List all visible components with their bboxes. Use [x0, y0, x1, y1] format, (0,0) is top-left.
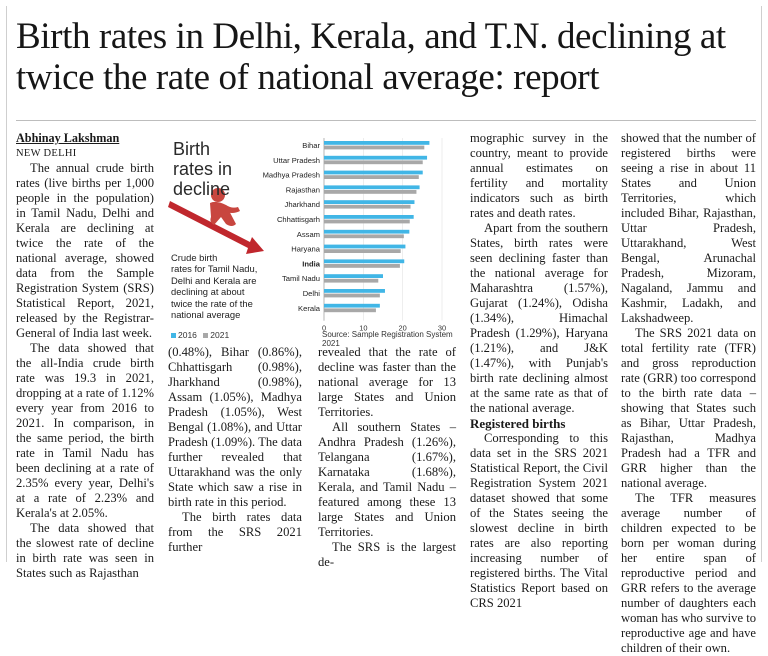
article-column-3: revealed that the rate of decline was fa… — [318, 345, 456, 570]
legend-swatch-2021 — [203, 333, 209, 339]
graphic-description: Crude birth rates for Tamil Nadu, Delhi … — [171, 252, 258, 321]
paragraph: All southern States – Andhra Pradesh (1.… — [318, 420, 456, 539]
byline: Abhinay Lakshman — [16, 131, 120, 145]
bar-2021-bihar — [324, 145, 425, 150]
chart-source: Source: Sample Registration System 2021 — [322, 330, 453, 348]
headline-divider — [16, 120, 756, 121]
category-label-india: India — [302, 259, 320, 268]
bar-2021-madhya-pradesh — [324, 175, 419, 179]
bar-2016-madhya-pradesh — [324, 170, 423, 175]
bar-2021-tamil-nadu — [324, 278, 379, 283]
decline-arrow-icon — [168, 201, 264, 254]
bar-2021-india — [324, 264, 400, 268]
category-label-bihar: Bihar — [302, 141, 320, 150]
paragraph: The data showed that the slowest rate of… — [16, 521, 154, 580]
paragraph: (0.48%), Bihar (0.86%), Chhattisgarh (0.… — [168, 345, 302, 509]
chart-legend: 2016 2021 — [171, 330, 229, 340]
paragraph: revealed that the rate of decline was fa… — [318, 345, 456, 419]
legend-label-2016: 2016 — [178, 330, 197, 340]
bar-2016-tamil-nadu — [324, 274, 383, 278]
bar-2016-chhattisgarh — [324, 215, 414, 219]
toddler-figure-icon — [210, 188, 240, 226]
paragraph: Corresponding to this data set in the SR… — [470, 431, 608, 610]
birth-rate-infographic: 0 10 20 30 Bihar Uttar Pradesh Madhya Pradesh… — [166, 131, 456, 348]
bar-2021-assam — [324, 234, 404, 239]
paragraph: The annual crude birth rates (live birth… — [16, 161, 154, 340]
bar-2021-delhi — [324, 293, 380, 298]
legend-label-2021: 2021 — [210, 330, 230, 340]
bar-2021-uttar-pradesh — [324, 160, 423, 165]
bar-2016-uttar-pradesh — [324, 155, 428, 160]
bar-2016-jharkhand — [324, 200, 415, 204]
x-tick-label: 30 — [438, 324, 446, 333]
bar-chart: 0 10 20 30 Bihar Uttar Pradesh Madhya Pradesh… — [168, 138, 446, 333]
article-column-1: Abhinay Lakshman NEW DELHI The annual cr… — [16, 131, 154, 581]
bar-2016-india — [324, 259, 405, 264]
page-border-left — [6, 6, 7, 562]
article-column-4: mographic survey in the country, meant t… — [470, 131, 608, 611]
bar-2016-delhi — [324, 289, 385, 293]
category-label-haryana: Haryana — [291, 245, 320, 254]
bar-2021-chhattisgarh — [324, 219, 410, 224]
decline-illustration — [168, 188, 264, 254]
bar-2021-rajasthan — [324, 190, 417, 194]
category-label-delhi: Delhi — [303, 289, 321, 298]
paragraph: The TFR measures average number of child… — [621, 491, 757, 655]
article-column-2: (0.48%), Bihar (0.86%), Chhattisgarh (0.… — [168, 345, 302, 555]
x-tick-label: 10 — [359, 324, 367, 333]
article-column-5: showed that the number of registered bir… — [621, 131, 756, 656]
category-label-madhya-pradesh: Madhya Pradesh — [263, 171, 320, 180]
x-tick-label: 20 — [399, 324, 407, 333]
bar-2021-jharkhand — [324, 204, 411, 209]
category-label-uttar-pradesh: Uttar Pradesh — [273, 156, 320, 165]
paragraph: The SRS 2021 data on total fertility rat… — [621, 326, 756, 490]
dateline: NEW DELHI — [16, 148, 77, 159]
category-label-rajasthan: Rajasthan — [286, 185, 320, 194]
bar-2016-kerala — [324, 303, 380, 308]
page-border-right — [761, 6, 762, 562]
bar-2016-haryana — [324, 244, 406, 249]
bar-2021-haryana — [324, 249, 401, 253]
category-label-tamil-nadu: Tamil Nadu — [282, 274, 320, 283]
chart-bars — [324, 141, 430, 313]
headline: Birth rates in Delhi, Kerala, and T.N. d… — [16, 16, 726, 98]
bar-2021-kerala — [324, 308, 376, 313]
subhead: Registered births — [470, 416, 566, 431]
bar-2016-assam — [324, 229, 410, 234]
category-label-jharkhand: Jharkhand — [285, 200, 320, 209]
paragraph: The SRS is the largest de- — [318, 540, 456, 569]
chart-category-labels: Bihar Uttar Pradesh Madhya Pradesh Rajastha… — [263, 141, 321, 313]
category-label-chhattisgarh: Chhattisgarh — [277, 215, 320, 224]
x-tick-label: 0 — [322, 324, 326, 333]
paragraph: The data showed that the all-India crude… — [16, 341, 154, 520]
graphic-title: Birth rates in decline — [173, 139, 233, 199]
category-label-assam: Assam — [297, 230, 320, 239]
paragraph: showed that the number of registered bir… — [621, 131, 756, 325]
paragraph: mographic survey in the country, meant t… — [470, 131, 608, 220]
bar-2016-bihar — [324, 141, 430, 145]
paragraph: The birth rates data from the SRS 2021 f… — [168, 510, 302, 554]
legend-swatch-2016 — [171, 333, 176, 339]
bar-2016-rajasthan — [324, 185, 420, 190]
category-label-kerala: Kerala — [298, 304, 321, 313]
paragraph: Apart from the southern States, birth ra… — [470, 221, 608, 415]
